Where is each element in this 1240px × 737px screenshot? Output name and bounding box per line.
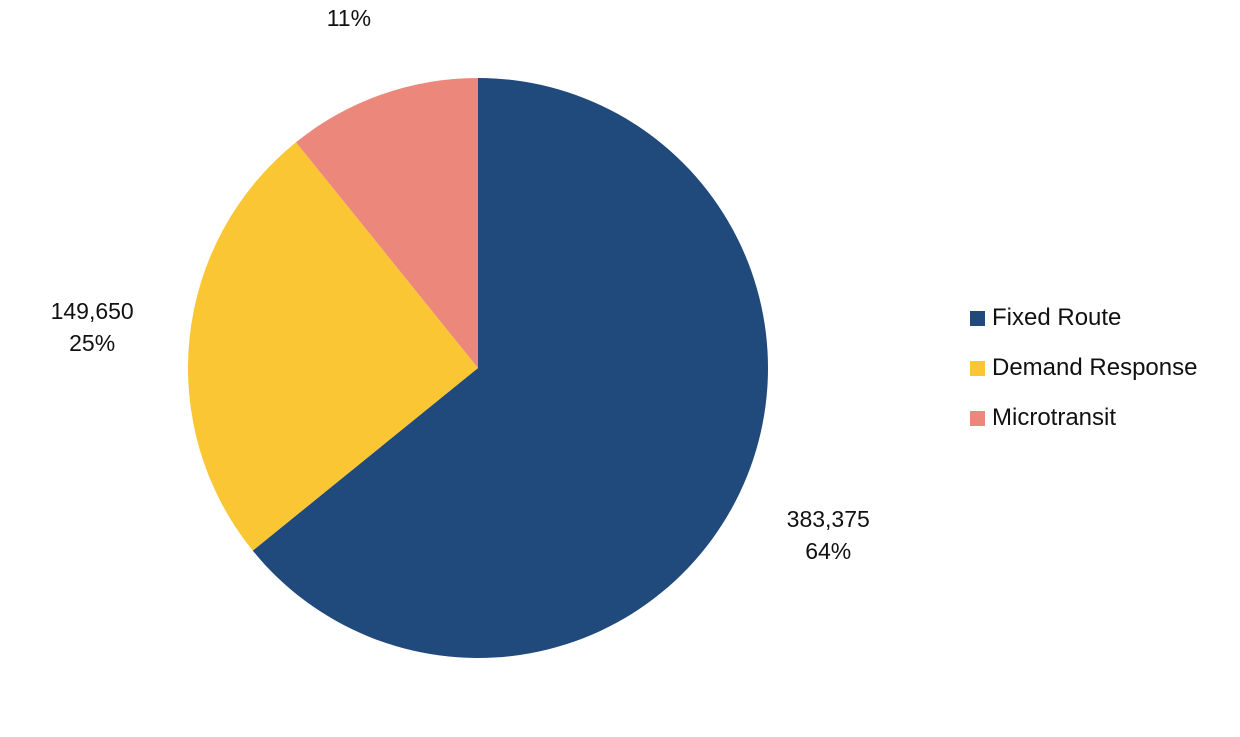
legend-label-microtransit: Microtransit bbox=[992, 404, 1117, 431]
data-label-percent-microtransit: 11% bbox=[327, 5, 371, 31]
legend-item-microtransit: Microtransit bbox=[970, 402, 1235, 434]
pie-slice-demand-response bbox=[188, 142, 478, 551]
legend-label-demand-response: Demand Response bbox=[992, 354, 1198, 381]
data-label-microtransit: 64,52911% bbox=[314, 0, 384, 31]
legend-item-demand-response: Demand Response bbox=[970, 352, 1235, 384]
data-label-value-fixed-route: 383,375 bbox=[787, 506, 870, 532]
pie-slices bbox=[188, 78, 769, 658]
chart-legend: Fixed Route Demand Response Microtransit bbox=[970, 302, 1235, 452]
pie-slice-microtransit bbox=[295, 78, 478, 368]
pie-slice-fixed-route bbox=[252, 78, 769, 658]
legend-swatch-microtransit bbox=[970, 410, 985, 426]
data-label-percent-demand-response: 25% bbox=[69, 330, 115, 356]
data-label-demand-response: 149,650 25% bbox=[51, 298, 134, 356]
legend-label-fixed-route: Fixed Route bbox=[992, 304, 1122, 331]
legend-swatch-fixed-route bbox=[970, 310, 985, 326]
pie-data-labels: 383,375 64% 149,650 25% 64,52911% bbox=[51, 0, 870, 564]
legend-swatch-demand-response bbox=[970, 360, 985, 376]
legend-item-fixed-route: Fixed Route bbox=[970, 302, 1235, 334]
data-label-value-demand-response: 149,650 bbox=[51, 298, 134, 324]
data-label-percent-fixed-route: 64% bbox=[805, 538, 851, 564]
data-label-fixed-route: 383,375 64% bbox=[787, 506, 870, 564]
